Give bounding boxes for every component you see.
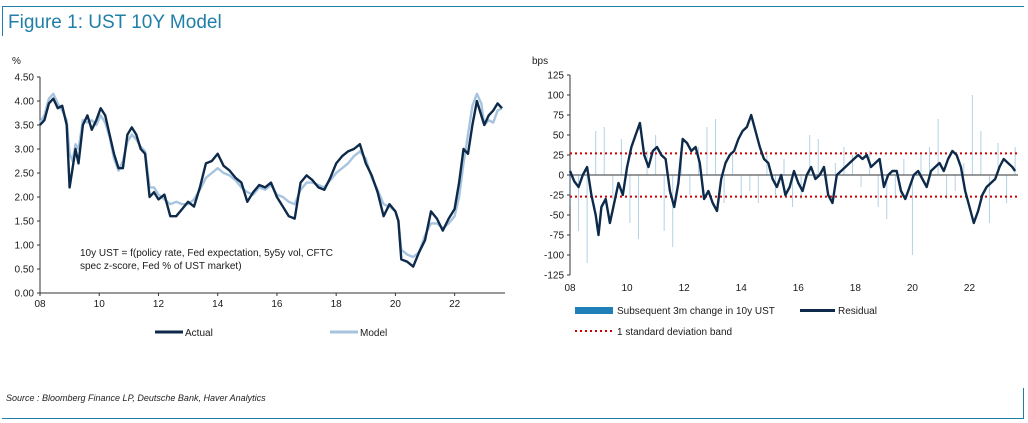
model-annotation-line: spec z-score, Fed % of UST market) bbox=[80, 261, 242, 272]
series-line-model bbox=[38, 92, 503, 259]
left-y-tick-label: 4.00 bbox=[15, 97, 35, 108]
right-y-tick-label: 0 bbox=[558, 171, 564, 182]
legend-label-model: Model bbox=[360, 328, 387, 339]
left-x-tick-label: 10 bbox=[94, 299, 106, 310]
left-y-tick-label: 0.00 bbox=[15, 289, 35, 300]
left-y-unit-label: % bbox=[12, 56, 21, 67]
left-y-tick-label: 3.00 bbox=[15, 145, 35, 156]
figure-title: Figure 1: UST 10Y Model bbox=[8, 12, 222, 33]
right-y-tick-label: 125 bbox=[547, 71, 564, 82]
right-x-tick-label: 12 bbox=[679, 283, 691, 294]
left-y-tick-label: 1.00 bbox=[15, 241, 35, 252]
right-x-tick-label: 18 bbox=[850, 283, 862, 294]
right-x-tick-label: 16 bbox=[793, 283, 805, 294]
legend-label-subsequent: Subsequent 3m change in 10y UST bbox=[617, 306, 775, 317]
frame-left-rule bbox=[2, 6, 3, 36]
right-y-tick-label: 25 bbox=[553, 151, 565, 162]
source-note: Source : Bloomberg Finance LP, Deutsche … bbox=[6, 393, 266, 403]
left-y-tick-label: 4.50 bbox=[15, 73, 35, 84]
left-x-tick-label: 20 bbox=[390, 299, 402, 310]
right-y-tick-label: -100 bbox=[544, 251, 564, 262]
left-x-tick-label: 16 bbox=[271, 299, 283, 310]
right-y-unit-label: bps bbox=[532, 56, 548, 67]
frame-top-rule bbox=[2, 6, 1024, 7]
right-x-tick-label: 08 bbox=[564, 283, 576, 294]
frame-right-rule bbox=[1023, 388, 1024, 418]
right-y-tick-label: 75 bbox=[553, 111, 565, 122]
left-x-tick-label: 18 bbox=[331, 299, 343, 310]
left-x-tick-label: 08 bbox=[34, 299, 46, 310]
frame-bottom-rule bbox=[2, 418, 1024, 419]
legend-swatch-subsequent bbox=[575, 307, 613, 314]
right-y-tick-label: -125 bbox=[544, 271, 564, 282]
model-annotation-line: 10y UST = f(policy rate, Fed expectation… bbox=[80, 248, 333, 259]
left-x-tick-label: 14 bbox=[212, 299, 224, 310]
legend-label-residual: Residual bbox=[838, 306, 877, 317]
right-y-tick-label: 100 bbox=[547, 91, 564, 102]
left-y-tick-label: 1.50 bbox=[15, 217, 35, 228]
right-y-tick-label: -50 bbox=[550, 211, 565, 222]
series-line-residual bbox=[568, 113, 1017, 237]
right-x-tick-label: 22 bbox=[964, 283, 976, 294]
right-y-tick-label: 50 bbox=[553, 131, 565, 142]
left-x-tick-label: 22 bbox=[449, 299, 461, 310]
legend-label-std-band: 1 standard deviation band bbox=[617, 327, 732, 338]
legend-label-actual: Actual bbox=[185, 328, 213, 339]
series-line-actual bbox=[39, 97, 503, 268]
right-y-tick-label: -25 bbox=[550, 191, 565, 202]
left-y-tick-label: 2.00 bbox=[15, 193, 35, 204]
left-y-tick-label: 2.50 bbox=[15, 169, 35, 180]
left-y-tick-label: 3.50 bbox=[15, 121, 35, 132]
right-x-tick-label: 20 bbox=[907, 283, 919, 294]
right-y-tick-label: -75 bbox=[550, 231, 565, 242]
left-y-tick-label: 0.50 bbox=[15, 265, 35, 276]
left-x-tick-label: 12 bbox=[153, 299, 165, 310]
right-x-tick-label: 10 bbox=[622, 283, 634, 294]
right-x-tick-label: 14 bbox=[736, 283, 748, 294]
